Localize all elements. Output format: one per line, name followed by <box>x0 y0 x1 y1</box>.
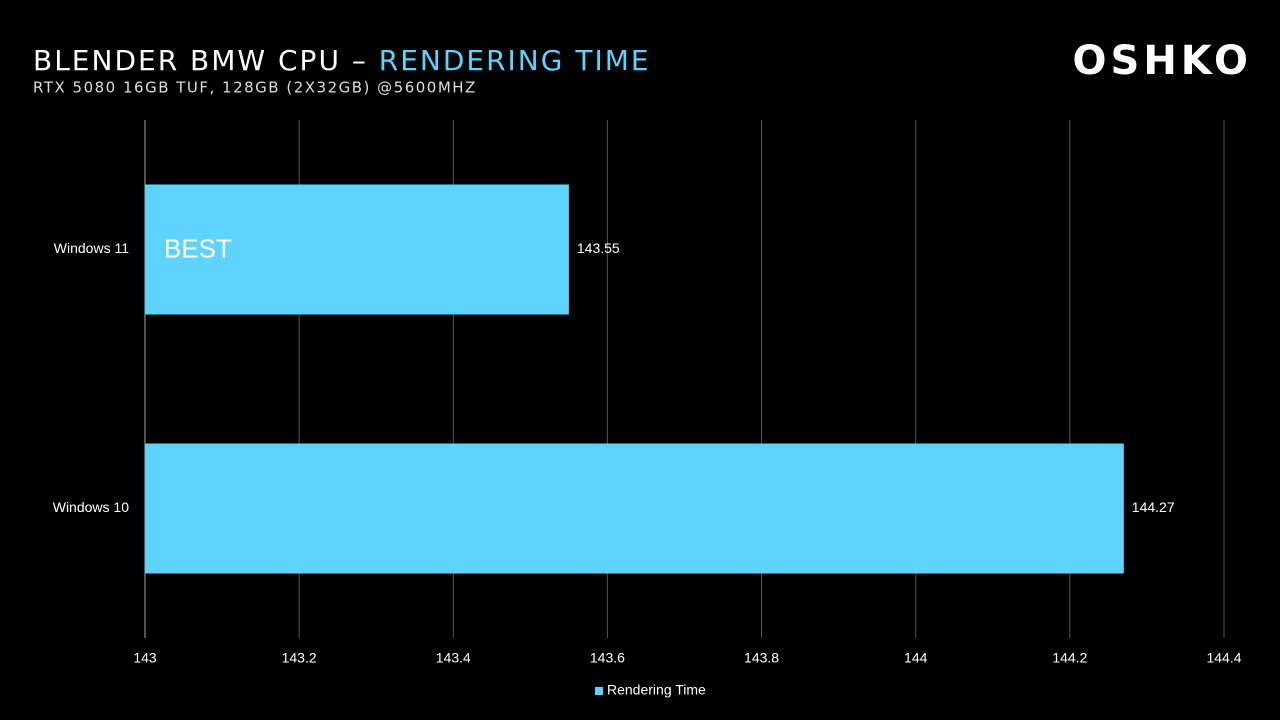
legend-swatch <box>595 687 603 695</box>
x-tick-label: 144.4 <box>1206 650 1241 666</box>
x-tick-label: 143.6 <box>590 650 625 666</box>
brand-logo: OSHKO <box>1073 38 1253 84</box>
y-tick-label: Windows 11 <box>54 240 129 256</box>
title-highlight: RENDERING TIME <box>379 44 651 77</box>
chart-title: BLENDER BMW CPU – RENDERING TIME <box>33 44 651 77</box>
x-tick-label: 143.8 <box>744 650 779 666</box>
value-label: 144.27 <box>1132 499 1175 515</box>
x-tick-label: 143.4 <box>436 650 471 666</box>
title-text: BLENDER BMW CPU – <box>33 44 368 77</box>
bar <box>145 443 1124 574</box>
x-tick-label: 144.2 <box>1052 650 1087 666</box>
y-tick-label: Windows 10 <box>53 499 129 515</box>
value-label: 143.55 <box>577 240 620 256</box>
x-tick-label: 144 <box>904 650 928 666</box>
x-tick-label: 143.2 <box>282 650 317 666</box>
legend-label: Rendering Time <box>607 682 706 698</box>
bar <box>145 184 569 315</box>
chart-subtitle: RTX 5080 16GB TUF, 128GB (2X32GB) @5600M… <box>33 79 477 97</box>
annotation: BEST <box>164 233 232 263</box>
x-tick-label: 143 <box>133 650 157 666</box>
